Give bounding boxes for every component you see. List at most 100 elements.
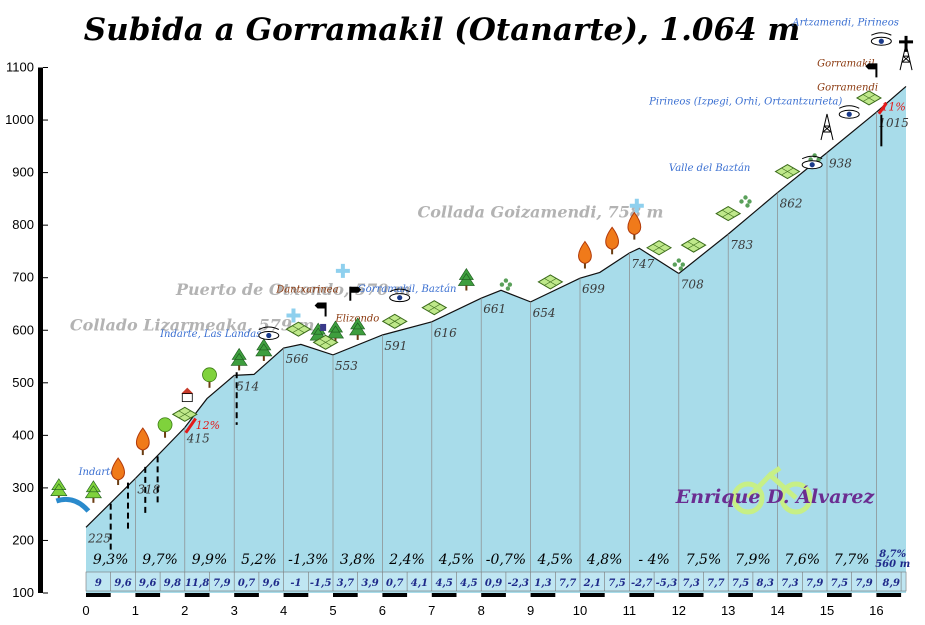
- x-axis-segment: [777, 593, 803, 597]
- viewpoint-pupil-icon: [846, 111, 852, 117]
- tree-trunk-icon: [465, 285, 468, 291]
- km-gradient-label: 2,4%: [388, 552, 425, 568]
- plot-area: [85, 85, 907, 594]
- altitude-label: 708: [681, 277, 704, 291]
- tree-icon: [230, 347, 248, 366]
- x-tick-label: 12: [672, 603, 686, 618]
- x-tick-label: 4: [280, 603, 287, 618]
- half-km-gradient-label: 7,7: [707, 578, 724, 589]
- x-axis-segment: [333, 593, 358, 597]
- chart-title: Subida a Gorramakil (Otanarte), 1.064 m: [84, 12, 800, 48]
- half-km-gradient-label: 8,9: [883, 578, 900, 589]
- tree-icon: [84, 480, 102, 499]
- x-tick-label: 14: [770, 603, 784, 618]
- altitude-label: 938: [829, 157, 852, 171]
- half-km-gradient-label: 7,3: [682, 578, 699, 589]
- half-km-gradient-label: 4,1: [411, 578, 428, 589]
- meadow-lines-icon: [722, 209, 735, 218]
- half-km-gradient-label: 7,9: [213, 578, 230, 589]
- shrub-icon: [739, 199, 744, 204]
- x-tick-label: 2: [181, 603, 188, 618]
- meadow-lines-icon: [428, 303, 441, 312]
- half-km-gradient-label: 9: [95, 578, 102, 589]
- author-logo: [731, 465, 813, 515]
- profile-area: [86, 86, 906, 594]
- altitude-label: 566: [286, 352, 309, 366]
- x-tick-label: 10: [573, 603, 587, 618]
- antenna-tower-icon: [820, 113, 834, 141]
- place-label: Indarte, Las Landas: [159, 329, 261, 340]
- shrub-icon: [745, 203, 750, 208]
- viewpoint-brow-icon: [801, 155, 823, 160]
- tree-icon: [50, 478, 68, 497]
- half-km-band: [85, 571, 907, 592]
- tree-trunk-icon: [164, 431, 167, 438]
- half-km-gradient-label: 3,9: [361, 578, 378, 589]
- x-axis-segment: [580, 593, 605, 597]
- pass-label: Collada Goizamendi, 758 m: [417, 202, 663, 221]
- tree-trunk-icon: [92, 497, 95, 503]
- tree-trunk-icon: [262, 355, 265, 361]
- shrub-icon: [680, 262, 685, 267]
- place-label: Artzamendi, Pirineos: [791, 17, 898, 28]
- signpost-pole-icon: [875, 63, 878, 78]
- altitude-label: 225: [87, 531, 111, 545]
- x-axis-segment: [678, 593, 704, 597]
- altitude-label: 616: [434, 326, 457, 340]
- x-tick-label: 0: [82, 603, 89, 618]
- y-tick-label: 1000: [5, 112, 34, 127]
- half-km-gradient-label: 7,5: [732, 578, 749, 589]
- meadow-lines-icon: [652, 243, 666, 252]
- tree-trunk-icon: [117, 480, 120, 486]
- km-gradient-label: 7,7%: [834, 552, 870, 568]
- autumn-tree-icon: [111, 457, 125, 481]
- x-axis-segment: [135, 593, 161, 597]
- place-label: Gorramendi: [817, 83, 878, 94]
- x-axis-segment: [876, 593, 902, 597]
- half-km-gradient-label: 7,5: [831, 578, 848, 589]
- map-icons: [50, 32, 914, 551]
- y-tick-label: 200: [12, 532, 34, 547]
- x-axis-segment: [184, 593, 210, 597]
- x-tick-label: 8: [478, 603, 485, 618]
- viewpoint-brow-icon: [258, 326, 280, 330]
- y-tick-label: 100: [12, 585, 34, 600]
- half-km-gradient-label: 0,9: [485, 578, 502, 589]
- half-km-gradient-label: -1,5: [310, 578, 332, 589]
- y-tick-label: 500: [12, 375, 34, 390]
- meadow-lines-icon: [687, 241, 700, 249]
- shrub-icon: [505, 286, 511, 291]
- half-km-gradient-label: 8,3: [757, 578, 774, 589]
- half-km-gradient-label: 9,6: [114, 578, 131, 589]
- meadow-lines-icon: [319, 338, 332, 347]
- altitude-label: 318: [137, 482, 160, 496]
- km-gradient-label: 9,9%: [192, 552, 228, 568]
- x-tick-label: 15: [820, 603, 834, 618]
- steep-section-mark: [877, 102, 888, 115]
- half-km-gradient-label: -1: [290, 578, 301, 589]
- km-gradient-label: 4,5%: [438, 552, 475, 568]
- chart-labels: 9 9,6 9,6 9,8 11,8 7,9 0,7 9,6 -1 -1,5 3,7 3,9 0,7 4,…: [70, 17, 910, 589]
- tree-icon: [255, 338, 273, 357]
- signpost-arrow-icon: [865, 63, 877, 70]
- y-tick-label: 800: [12, 217, 34, 232]
- x-axis-segment: [283, 593, 309, 597]
- shrub-icon: [743, 195, 748, 200]
- altitude-label: 553: [335, 359, 358, 373]
- x-tick-label: 7: [428, 603, 435, 618]
- meadow-lines-icon: [178, 410, 191, 419]
- signpost-pole-icon: [349, 286, 352, 301]
- leafy-tree-icon: [202, 367, 217, 383]
- viewpoint-pupil-icon: [809, 162, 815, 168]
- x-axis-segment: [530, 593, 556, 597]
- y-tick-label: 300: [12, 480, 34, 495]
- signpost-arrow-icon: [350, 286, 362, 293]
- autumn-tree-icon: [578, 240, 592, 265]
- km-gradient-label: 4,5%: [537, 552, 574, 568]
- x-tick-label: 6: [379, 603, 386, 618]
- viewpoint-brow-icon: [839, 105, 860, 109]
- leafy-tree-icon: [157, 417, 173, 433]
- y-tick-label: 400: [12, 427, 34, 442]
- x-axis-segment: [382, 593, 408, 597]
